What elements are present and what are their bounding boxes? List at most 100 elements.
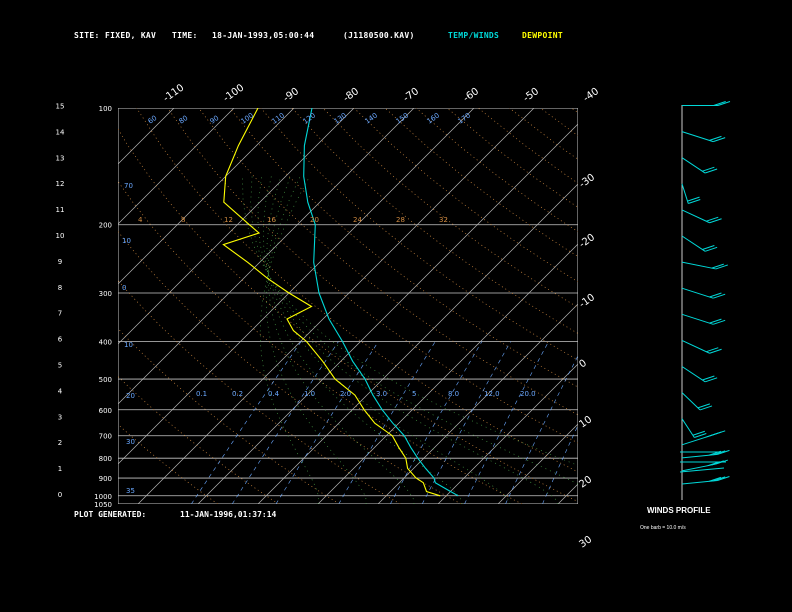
- height-km-label: 2: [58, 439, 62, 447]
- saturation-label: 32: [439, 216, 448, 224]
- dry-adiabat-line: [291, 108, 578, 334]
- wind-barb-shaft: [681, 453, 718, 459]
- saturation-label: 16: [267, 216, 276, 224]
- mixing-ratio-label: 0.4: [268, 390, 280, 398]
- dry-adiabat-line: [136, 108, 578, 473]
- wind-barb-flag: [709, 135, 722, 141]
- wind-barb-flag: [713, 450, 726, 456]
- isotherm-line: [557, 483, 578, 504]
- wind-barb-flag: [715, 264, 728, 270]
- wind-barb-flag: [702, 166, 715, 172]
- wind-barb-flag: [709, 292, 722, 298]
- file-id: (J1180500.KAV): [343, 31, 415, 40]
- wind-barb-shaft: [681, 131, 714, 143]
- mixing-ratio-line: [591, 342, 662, 505]
- wind-barb-shaft: [681, 339, 710, 354]
- wind-barb-shaft: [681, 183, 689, 204]
- dry-adiabat-label: 140: [364, 111, 380, 125]
- dry-adiabat-label: 100: [240, 111, 256, 125]
- isotherm-line: [497, 423, 578, 504]
- dry-adiabat-line: [118, 328, 340, 504]
- time-label: TIME:: [172, 31, 198, 40]
- mixing-ratio-line: [505, 355, 578, 504]
- isotherm-label: -110: [161, 82, 186, 104]
- height-km-label: 9: [58, 258, 62, 266]
- height-km-label: 8: [58, 284, 62, 292]
- dry-adiabat-label: 150: [395, 111, 411, 125]
- moist-adiabat-line: [265, 176, 367, 504]
- wind-barb-flag: [711, 460, 724, 466]
- pressure-tick-label: 1050: [94, 501, 112, 509]
- saturation-label: 24: [353, 216, 362, 224]
- dry-adiabat-line: [260, 108, 578, 361]
- dry-adiabat-label: 80: [178, 114, 190, 126]
- wind-barb-flag: [697, 403, 710, 409]
- isotherm-line: [118, 108, 415, 405]
- wind-barb-flag: [711, 263, 724, 269]
- wind-barb-flag: [702, 245, 715, 250]
- wind-barb-flag: [687, 196, 700, 202]
- wind-barb-flag: [717, 476, 730, 481]
- dry-adiabat-line: [198, 108, 578, 416]
- pressure-tick-label: 800: [99, 455, 112, 463]
- wind-barb-flag: [706, 216, 719, 222]
- isotherm-line: [618, 108, 792, 504]
- dry-adiabat-label: 130: [333, 111, 349, 125]
- pressure-tick-label: 400: [99, 338, 112, 346]
- isotherm-label-right: 0: [577, 358, 589, 371]
- winds-profile-note: One barb = 10.0 m/s: [640, 525, 686, 531]
- isotherm-line: [437, 363, 578, 504]
- wind-barb-shaft: [681, 479, 718, 485]
- dry-adiabat-line: [118, 180, 523, 504]
- dry-adiabat-line: [118, 423, 218, 504]
- wind-barb-flag: [717, 101, 731, 106]
- wind-barb-flag: [717, 449, 730, 455]
- wind-barb-shaft: [681, 235, 706, 252]
- height-line-label: 70: [124, 182, 133, 190]
- height-km-label: 5: [58, 362, 62, 370]
- mixing-ratio-line: [231, 341, 339, 504]
- height-km-label: 12: [56, 180, 65, 188]
- height-line-label: 20: [126, 392, 135, 400]
- dry-adiabat-line: [118, 375, 279, 504]
- dry-adiabat-line: [415, 108, 578, 233]
- pressure-tick-label: 700: [99, 433, 112, 441]
- pressure-tick-label: 100: [99, 105, 112, 113]
- plot-generated-label: PLOT GENERATED:: [74, 510, 147, 519]
- wind-barb-flag: [713, 293, 726, 299]
- site-value: FIXED, KAV: [105, 31, 157, 40]
- wind-barb-shaft: [681, 418, 695, 438]
- isotherm-line: [137, 108, 535, 504]
- height-km-label: 3: [58, 413, 62, 421]
- wind-barb-shaft: [681, 313, 714, 325]
- temperature-profile-line: [303, 108, 459, 497]
- moist-adiabat-line: [267, 176, 415, 504]
- wind-barb-flag: [699, 405, 713, 411]
- mixing-ratio-label: 20.0: [520, 390, 536, 398]
- dry-adiabat-line: [167, 108, 578, 444]
- wind-barb-flag: [709, 318, 722, 324]
- height-line-label: 0: [122, 284, 126, 292]
- isotherm-label-right: -10: [577, 292, 597, 310]
- moist-adiabat-line: [259, 176, 320, 504]
- dry-adiabat-line: [118, 230, 462, 504]
- mixing-ratio-line: [390, 341, 483, 504]
- height-line-label: 10: [122, 237, 131, 245]
- moist-adiabat-line: [257, 176, 559, 504]
- wind-barb-low: [679, 467, 725, 473]
- wind-barb-flag: [704, 377, 718, 383]
- moist-adiabat-line: [263, 176, 511, 504]
- wind-barb-flag: [694, 433, 707, 438]
- dry-adiabat-line: [118, 279, 401, 504]
- wind-barb-flag: [713, 476, 726, 482]
- wind-barb-shaft: [681, 157, 706, 174]
- dry-adiabat-label: 60: [147, 114, 159, 126]
- isotherm-line: [317, 243, 578, 504]
- mixing-ratio-label: 2.0: [340, 390, 351, 398]
- isotherm-line: [197, 123, 578, 504]
- plot-generated-value: 11-JAN-1996,01:37:14: [180, 510, 277, 519]
- wind-barb-flag: [709, 348, 722, 354]
- isotherm-label-right: -20: [577, 232, 597, 250]
- site-label: SITE:: [74, 31, 100, 40]
- pressure-tick-label: 500: [99, 376, 112, 384]
